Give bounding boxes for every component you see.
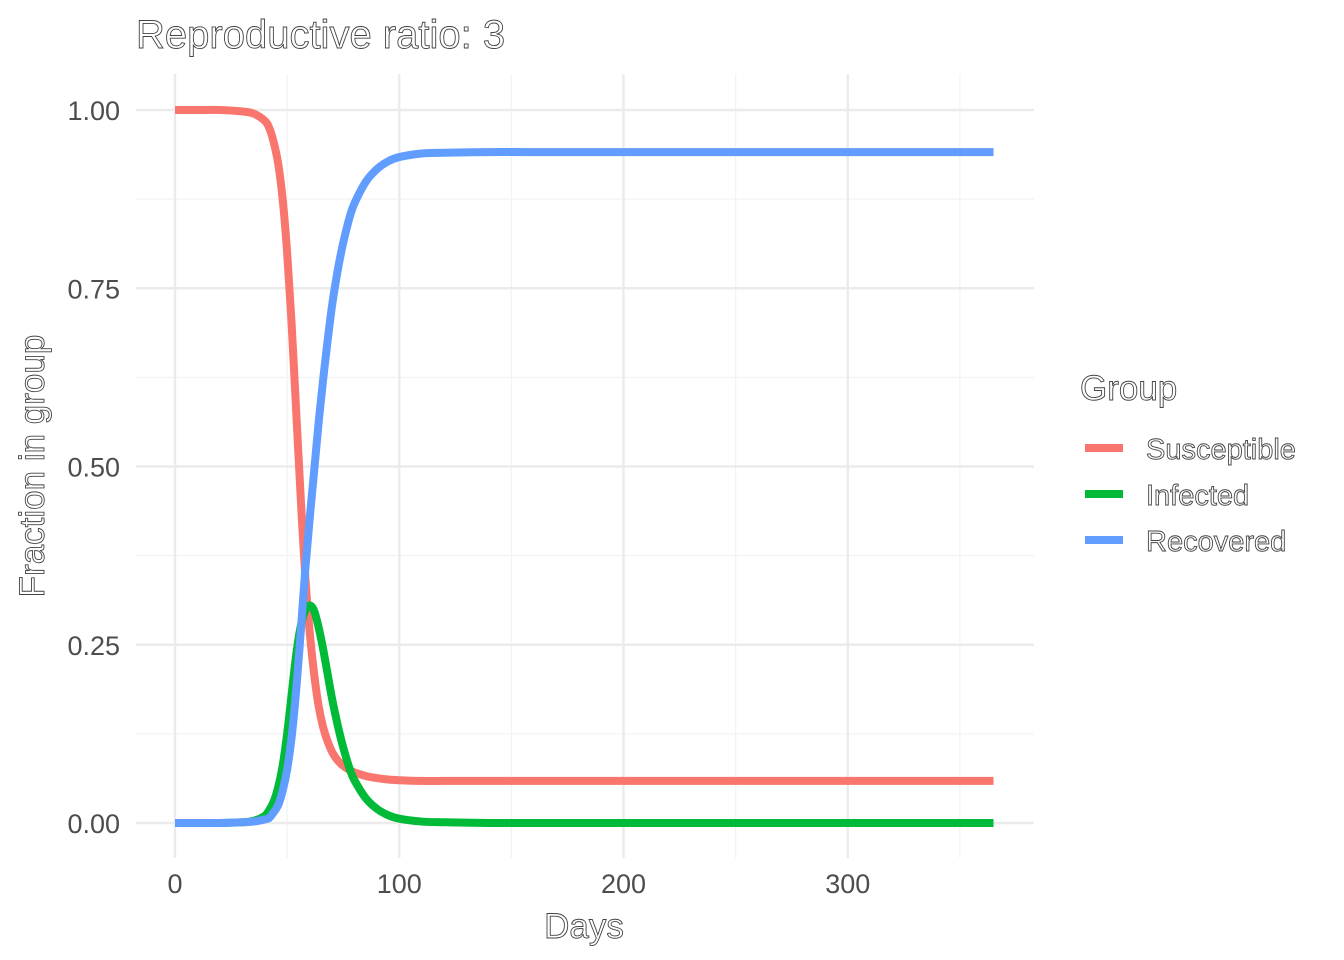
y-tick-label: 0.00 — [67, 809, 120, 839]
x-tick-label: 200 — [601, 869, 646, 899]
x-tick-label: 300 — [825, 869, 870, 899]
legend-label-infected: Infected — [1146, 480, 1249, 512]
x-tick-label: 0 — [167, 869, 182, 899]
y-axis-label: Fraction in group — [13, 335, 52, 598]
legend-label-recovered: Recovered — [1146, 526, 1286, 558]
y-axis: 0.00 0.25 0.50 0.75 1.00 — [67, 96, 120, 839]
y-tick-label: 0.75 — [67, 274, 120, 304]
legend: Group Susceptible Infected Recovered — [1080, 369, 1297, 559]
series-line-recovered — [174, 148, 994, 828]
x-tick-label: 100 — [377, 869, 422, 899]
y-tick-label: 1.00 — [67, 96, 120, 126]
y-tick-label: 0.50 — [67, 453, 120, 483]
legend-title: Group — [1080, 369, 1177, 408]
x-axis-label: Days — [544, 907, 624, 946]
x-axis: 0 100 200 300 — [167, 869, 870, 899]
series-line-susceptible — [175, 105, 994, 785]
grid — [136, 74, 1034, 858]
legend-items: Susceptible Infected Recovered — [1085, 434, 1296, 558]
plot-area — [174, 105, 994, 828]
legend-label-susceptible: Susceptible — [1146, 434, 1296, 466]
chart-title: Reproductive ratio: 3 — [136, 13, 505, 57]
series-line-infected — [174, 601, 994, 828]
y-tick-label: 0.25 — [67, 631, 120, 661]
